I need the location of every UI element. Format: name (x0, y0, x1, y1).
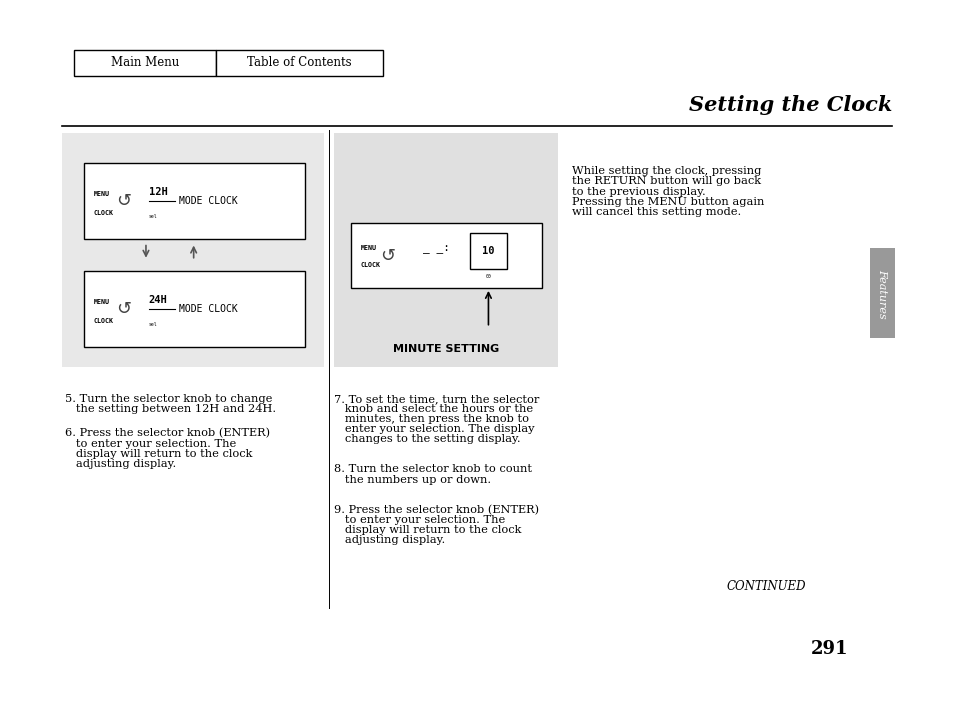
Bar (84, 271, 305, 347)
Text: to enter your selection. The: to enter your selection. The (65, 438, 236, 449)
Text: display will return to the clock: display will return to the clock (334, 525, 520, 535)
Text: 291: 291 (810, 641, 848, 658)
Text: ↺: ↺ (379, 246, 395, 264)
Text: MENU: MENU (360, 245, 376, 251)
Text: the numbers up or down.: the numbers up or down. (334, 474, 491, 485)
Text: CLOCK: CLOCK (360, 262, 380, 269)
Text: 6. Press the selector knob (ENTER): 6. Press the selector knob (ENTER) (65, 428, 270, 438)
Text: Main Menu: Main Menu (111, 56, 179, 69)
Text: ↺: ↺ (116, 300, 132, 318)
Bar (62, 133, 324, 367)
Text: CLOCK: CLOCK (93, 318, 113, 323)
Text: enter your selection. The display: enter your selection. The display (334, 424, 534, 434)
Text: 9. Press the selector knob (ENTER): 9. Press the selector knob (ENTER) (334, 505, 538, 515)
Bar (334, 133, 558, 367)
Bar (74, 50, 215, 76)
Text: MENU: MENU (93, 299, 110, 305)
Text: the setting between 12H and 24H.: the setting between 12H and 24H. (65, 404, 275, 414)
Text: While setting the clock, pressing: While setting the clock, pressing (572, 166, 761, 176)
Text: 7. To set the time, turn the selector: 7. To set the time, turn the selector (334, 394, 538, 404)
Text: _ _:: _ _: (422, 244, 449, 254)
Text: sel: sel (149, 214, 157, 219)
Text: minutes, then press the knob to: minutes, then press the knob to (334, 414, 528, 424)
Text: MINUTE SETTING: MINUTE SETTING (393, 344, 498, 354)
Text: to the previous display.: to the previous display. (572, 186, 705, 197)
Text: 10: 10 (481, 246, 495, 256)
Text: to enter your selection. The: to enter your selection. The (334, 515, 505, 525)
Text: 12H: 12H (149, 187, 168, 197)
Text: MODE CLOCK: MODE CLOCK (179, 305, 238, 314)
Text: Setting the Clock: Setting the Clock (688, 95, 891, 115)
Text: adjusting display.: adjusting display. (334, 535, 445, 545)
Text: CONTINUED: CONTINUED (726, 580, 805, 593)
Text: 8. Turn the selector knob to count: 8. Turn the selector knob to count (334, 464, 532, 474)
Text: 00: 00 (485, 274, 491, 279)
Text: 5. Turn the selector knob to change: 5. Turn the selector knob to change (65, 394, 272, 404)
Text: sel: sel (149, 322, 157, 327)
Bar (470, 233, 506, 269)
Text: ↺: ↺ (116, 192, 132, 210)
Text: changes to the setting display.: changes to the setting display. (334, 434, 520, 444)
Text: MODE CLOCK: MODE CLOCK (179, 197, 238, 206)
Text: adjusting display.: adjusting display. (65, 459, 176, 469)
Bar (869, 248, 894, 338)
Text: CLOCK: CLOCK (93, 210, 113, 215)
Text: will cancel this setting mode.: will cancel this setting mode. (572, 207, 740, 217)
Text: knob and select the hours or the: knob and select the hours or the (334, 404, 533, 414)
Bar (215, 50, 382, 76)
Text: MENU: MENU (93, 191, 110, 197)
Text: display will return to the clock: display will return to the clock (65, 449, 252, 459)
Text: Table of Contents: Table of Contents (247, 56, 351, 69)
Text: the RETURN button will go back: the RETURN button will go back (572, 176, 760, 186)
Text: Features: Features (877, 269, 886, 318)
Text: Pressing the MENU button again: Pressing the MENU button again (572, 197, 764, 207)
Bar (351, 223, 541, 288)
Bar (84, 163, 305, 239)
Text: 24H: 24H (149, 295, 168, 305)
